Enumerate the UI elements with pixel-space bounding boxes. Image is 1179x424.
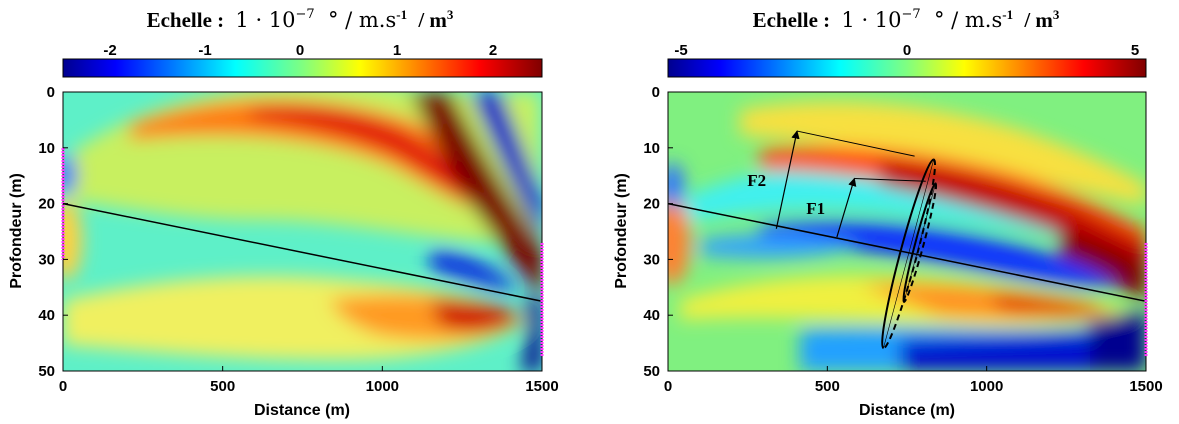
fresnel-zone-front-f2	[881, 158, 934, 350]
plot-frame-left	[62, 91, 543, 372]
title-right: Echelle : 1 · 10−7 ° / m.s-1 / m3	[753, 0, 1060, 32]
y-tick-label-right-1: 10	[643, 140, 660, 157]
title-right-prefix: Echelle :	[753, 8, 831, 32]
x-ticks-right: 0 500 1000 1500	[664, 366, 1163, 395]
chart-right: Echelle : 1 · 10−7 ° / m.s-1 / m3 -5 0 5	[613, 0, 1163, 419]
interface-line-right	[667, 202, 1147, 302]
y-tick-label-left-5: 50	[38, 363, 55, 380]
y-tick-label-right-0: 0	[652, 84, 660, 101]
x-tick-label-right-3: 1500	[1129, 378, 1162, 395]
cbar-right-tick-1: 0	[903, 42, 911, 59]
fresnel-annotations: F2 F1	[747, 130, 938, 350]
cbar-left-tick-0: -2	[103, 42, 116, 59]
cbar-left-tick-4: 2	[489, 42, 497, 59]
xlabel-right: Distance (m)	[859, 402, 955, 419]
xlabel-left: Distance (m)	[254, 402, 350, 419]
cbar-left-tick-1: -1	[198, 42, 211, 59]
fresnel-zone-front-f1	[902, 182, 937, 303]
ylabel-left: Profondeur (m)	[8, 173, 25, 289]
cbar-left-tick-3: 1	[393, 42, 401, 59]
y-tick-label-left-2: 20	[38, 196, 55, 213]
plot-frame-right	[667, 91, 1147, 372]
title-left-prefix: Echelle :	[147, 8, 225, 32]
fresnel-zone-axis-f1	[903, 183, 936, 303]
x-tick-label-left-3: 1500	[525, 378, 558, 395]
cbar-right-tick-2: 5	[1131, 42, 1139, 59]
fresnel-zone-back-f2	[883, 158, 937, 350]
title-left-units-exp: -1	[396, 7, 407, 22]
chart-left: Echelle : 1 · 10−7 ° / m.s-1 / m3 -2 -1 …	[8, 0, 559, 419]
ylabel-right: Profondeur (m)	[613, 173, 630, 289]
leader-f2	[796, 130, 915, 157]
x-tick-label-right-1: 500	[815, 378, 840, 395]
x-tick-label-left-2: 1000	[366, 378, 399, 395]
x-tick-label-right-2: 1000	[970, 378, 1003, 395]
title-left-exp: −7	[296, 7, 315, 22]
interface-line-left	[62, 202, 543, 302]
colorbar-left	[62, 58, 543, 78]
title-right-exp: −7	[902, 7, 921, 22]
title-right-math: 1 · 10	[841, 8, 901, 32]
title-right-tail-exp: 3	[1053, 7, 1060, 22]
label-f1: F1	[806, 199, 825, 218]
y-ticks-left: 0 10 20 30 40 50	[38, 84, 68, 380]
heatmap-left	[63, 92, 542, 371]
y-tick-label-right-2: 20	[643, 196, 660, 213]
title-left: Echelle : 1 · 10−7 ° / m.s-1 / m3	[147, 0, 454, 32]
arrow-f1	[836, 177, 857, 238]
title-right-units-exp: -1	[1002, 7, 1013, 22]
heatmap-right	[668, 92, 1146, 371]
colorbar-right	[667, 58, 1147, 78]
y-tick-label-left-4: 40	[38, 307, 55, 324]
title-right-units: ° / m.s	[934, 8, 1002, 32]
title-left-tail-exp: 3	[447, 7, 454, 22]
fresnel-zone-axis-f2	[883, 159, 935, 349]
y-tick-label-right-4: 40	[643, 307, 660, 324]
y-tick-label-left-1: 10	[38, 140, 55, 157]
cbar-right-tick-0: -5	[674, 42, 687, 59]
colorbar-left-ticks: -2 -1 0 1 2	[103, 42, 497, 59]
title-left-math: 1 · 10	[235, 8, 295, 32]
x-tick-label-right-0: 0	[664, 378, 672, 395]
y-tick-label-right-5: 50	[643, 363, 660, 380]
x-tick-label-left-1: 500	[210, 378, 235, 395]
leader-f1	[854, 177, 926, 182]
cbar-left-tick-2: 0	[296, 42, 304, 59]
y-tick-label-right-3: 30	[643, 251, 660, 268]
y-tick-label-left-0: 0	[47, 84, 55, 101]
title-left-tail: / m	[417, 8, 447, 32]
x-ticks-left: 0 500 1000 1500	[59, 366, 559, 395]
y-ticks-right: 0 10 20 30 40 50	[643, 84, 673, 380]
y-tick-label-left-3: 30	[38, 251, 55, 268]
x-tick-label-left-0: 0	[59, 378, 67, 395]
title-right-tail: / m	[1023, 8, 1053, 32]
arrow-f2	[775, 130, 800, 229]
title-left-units: ° / m.s	[328, 8, 396, 32]
label-f2: F2	[747, 171, 766, 190]
fresnel-zone-back-f1	[902, 182, 938, 303]
colorbar-right-ticks: -5 0 5	[674, 42, 1139, 59]
